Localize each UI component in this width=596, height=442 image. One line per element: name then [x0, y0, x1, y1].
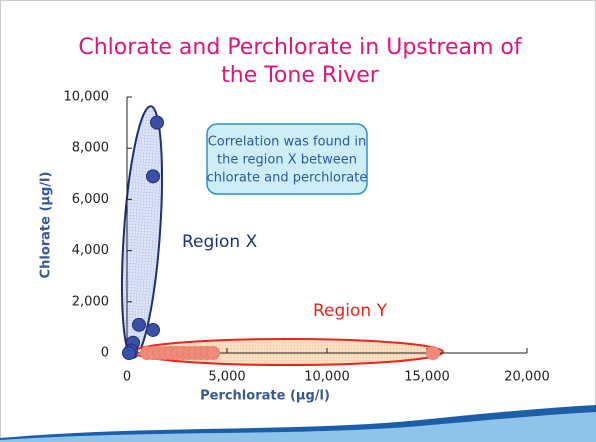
y-axis-label: Chlorate (μg/l) [39, 172, 54, 279]
point [122, 346, 136, 360]
region-y-label: Region Y [313, 301, 388, 321]
x-tick-label: 5,000 [208, 370, 245, 385]
callout-text: the region X between [217, 153, 357, 168]
chart-title: the Tone River [221, 63, 380, 88]
point [132, 317, 146, 332]
y-tick-label: 8,000 [72, 141, 109, 156]
y-tick-label: 10,000 [64, 90, 110, 105]
bottom-wave-light [0, 412, 596, 442]
point [146, 169, 160, 184]
point [146, 322, 160, 337]
callout-text: Correlation was found in [208, 135, 367, 150]
callout-text: chlorate and perchlorate [207, 171, 368, 186]
y-tick-label: 2,000 [72, 294, 109, 309]
region-x-label: Region X [182, 232, 258, 252]
x-tick-label: 10,000 [304, 370, 350, 385]
x-axis-label: Perchlorate (μg/l) [200, 389, 330, 404]
y-tick-label: 6,000 [72, 192, 109, 207]
y-tick-label: 0 [101, 346, 109, 361]
x-tick-label: 15,000 [404, 370, 450, 385]
x-tick-label: 0 [123, 370, 131, 385]
point [206, 346, 220, 360]
point [426, 346, 440, 360]
callout-box [206, 123, 368, 195]
x-tick-label: 20,000 [504, 370, 550, 385]
y-tick-label: 4,000 [72, 243, 109, 258]
chart-title: Chlorate and Perchlorate in Upstream of [78, 35, 522, 60]
point [150, 115, 164, 130]
